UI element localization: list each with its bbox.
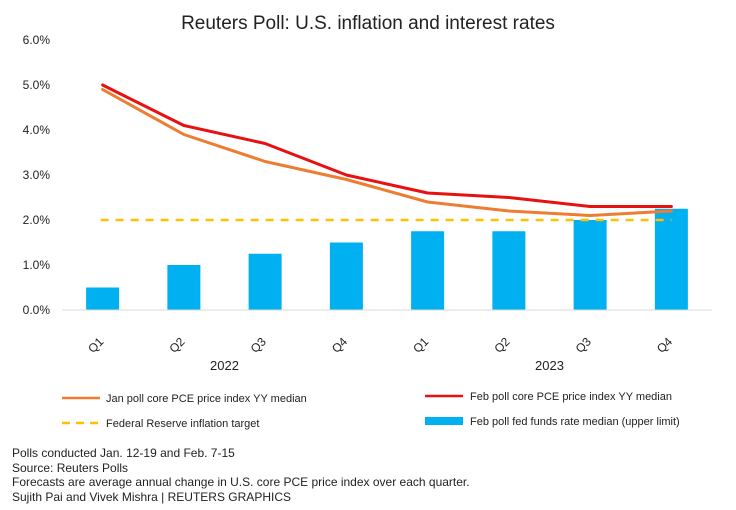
footnote-polls: Polls conducted Jan. 12-19 and Feb. 7-15 [12, 446, 235, 460]
y-tick-label: 5.0% [23, 78, 51, 92]
x-tick-label: Q3 [573, 334, 594, 355]
x-tick-label: Q4 [654, 334, 675, 355]
legend: Jan poll core PCE price index YY median … [62, 391, 680, 430]
x-tick-label: Q3 [248, 334, 269, 355]
footnotes: Polls conducted Jan. 12-19 and Feb. 7-15… [12, 446, 470, 504]
legend-label-fed-funds: Feb poll fed funds rate median (upper li… [470, 416, 680, 428]
fed-funds-bar [411, 231, 445, 310]
x-tick-label: Q4 [329, 334, 350, 355]
legend-label-feb-poll: Feb poll core PCE price index YY median [470, 391, 672, 403]
footnote-credits: Sujith Pai and Vivek Mishra | REUTERS GR… [12, 489, 291, 504]
y-tick-label: 0.0% [23, 303, 51, 317]
x-tick-label: Q1 [85, 334, 106, 355]
fed-funds-bar [329, 242, 363, 310]
fed-funds-bar [248, 253, 282, 310]
legend-label-fed-target: Federal Reserve inflation target [106, 418, 259, 430]
legend-item-fed-target: Federal Reserve inflation target [62, 418, 259, 430]
fed-funds-bar [573, 220, 607, 310]
fed-funds-bar [492, 231, 526, 310]
fed-funds-bar [86, 287, 120, 310]
jan-poll-line [101, 88, 673, 217]
chart: Reuters Poll: U.S. inflation and interes… [23, 13, 712, 430]
line-series [101, 83, 673, 217]
x-tick-label: Q2 [166, 334, 187, 355]
x-tick-label: Q2 [491, 334, 512, 355]
y-tick-label: 3.0% [23, 168, 51, 182]
y-tick-label: 4.0% [23, 123, 51, 137]
year-label: 2022 [210, 358, 239, 373]
year-label: 2023 [535, 358, 564, 373]
fed-funds-bar [654, 208, 688, 310]
y-tick-label: 6.0% [23, 33, 51, 47]
legend-label-jan-poll: Jan poll core PCE price index YY median [106, 393, 307, 405]
feb-poll-line [101, 83, 673, 208]
footnote-source: Source: Reuters Polls [12, 460, 129, 475]
legend-item-fed-funds: Feb poll fed funds rate median (upper li… [425, 416, 680, 428]
legend-item-feb-poll: Feb poll core PCE price index YY median [425, 391, 672, 403]
y-tick-label: 2.0% [23, 213, 51, 227]
legend-swatch-fed-funds [425, 417, 463, 425]
x-tick-label: Q1 [410, 334, 431, 355]
bar-series [86, 208, 688, 310]
fed-funds-bar [167, 265, 201, 310]
year-labels: 2022 2023 [210, 358, 564, 373]
x-axis-ticks: Q1 Q2 Q3 Q4 Q1 Q2 Q3 Q4 [85, 334, 675, 355]
legend-item-jan-poll: Jan poll core PCE price index YY median [62, 393, 307, 405]
footnote-forecasts: Forecasts are average annual change in U… [12, 475, 470, 489]
y-axis-ticks: 0.0% 1.0% 2.0% 3.0% 4.0% 5.0% 6.0% [23, 33, 51, 317]
y-tick-label: 1.0% [23, 258, 51, 272]
chart-title: Reuters Poll: U.S. inflation and interes… [181, 13, 555, 34]
